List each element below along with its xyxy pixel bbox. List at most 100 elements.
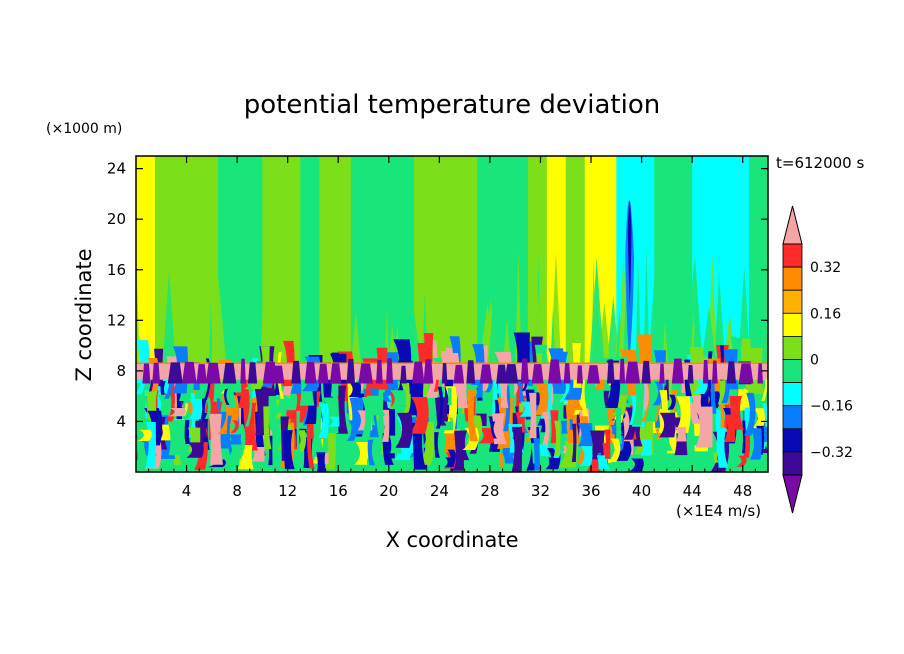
lower-plume [529,392,537,439]
lower-plume [307,424,315,469]
lower-plume [443,386,458,434]
colorbar-label: 0 [810,353,819,369]
colorbar-segment [782,335,803,360]
y-tick-label: 20 [107,210,126,228]
overshoot-bump [466,360,476,384]
lower-plume [216,398,221,410]
overshoot-bump [531,364,544,384]
overshoot-bump [329,363,342,384]
x-tick-label: 4 [182,482,192,500]
upper-core [627,200,632,308]
overshoot-bump [496,364,508,384]
lower-plume [629,458,644,472]
x-tick-label: 12 [278,482,297,500]
lower-plume [719,400,725,436]
upper-streak [162,270,176,364]
colorbar-segment [782,312,803,337]
lower-plume [366,395,386,416]
colorbar-segment [782,243,803,268]
lower-plume [611,441,632,461]
x-unit-label: (×1E4 m/s) [676,502,761,520]
lower-plume [632,376,644,426]
lower-plume [445,449,456,468]
lower-plume [478,428,495,444]
lower-plume [226,415,235,457]
overshoot-bump [317,363,329,384]
upper-streak [211,279,227,364]
overshoot-bump [376,359,383,384]
upper-streak [488,276,501,364]
lower-plume [716,427,729,468]
lower-plume [741,420,746,454]
lower-plume [579,446,593,467]
overshoot-bump [504,364,519,384]
lower-plume [652,381,664,406]
lower-plume [434,432,440,458]
lower-plume [577,423,593,447]
lower-plume [389,435,403,454]
x-tick-label: 16 [329,482,348,500]
upper-band [350,156,415,364]
overshoot-bump [641,360,651,384]
lower-plume [675,427,687,442]
overshoot-bump [659,363,665,384]
lower-plume [491,421,497,439]
colorbar-triangle-top [782,205,803,245]
lower-plume [137,429,153,442]
lower-plume [167,421,183,456]
lower-plume [674,396,691,434]
upper-streak [260,281,268,364]
lower-plume [388,390,406,409]
overshoot-bump [346,359,356,384]
lower-plume [418,421,436,465]
lower-plume [348,382,362,397]
lower-plume [230,420,239,433]
x-tick-label: 20 [379,482,398,500]
lower-plume [494,399,500,414]
lower-plume [604,429,611,459]
lower-plume [360,397,372,441]
overshoot-bump [702,360,709,384]
lower-plume [695,406,713,448]
lower-plume [443,421,454,431]
x-axis-label: X coordinate [385,528,518,552]
lower-plume [283,430,295,470]
overshoot-bump [358,363,373,384]
colorbar-segment [782,428,803,453]
lower-plume [589,430,607,460]
overshoot-bump [412,361,425,384]
upper-band [546,156,567,364]
upper-band [749,156,768,364]
lower-plume [750,428,762,460]
lower-plume [499,453,504,467]
upper-streak [350,311,361,364]
y-tick-label: 4 [116,412,126,430]
overshoot-bump [247,362,258,384]
overshoot-bump [182,361,197,384]
overshoot-bump [441,363,448,384]
lower-plume [738,430,743,447]
lower-plume [763,426,768,442]
lower-plume [644,374,658,421]
lower-plume [615,407,623,444]
overshoot-bump [619,358,626,384]
lower-plume [511,426,523,472]
colorbar-label: 0.32 [810,260,841,276]
upper-streak [643,247,650,364]
lower-plume [534,383,549,415]
overshoot-bump [563,363,571,384]
lower-plume [159,424,172,441]
overshoot-bump [687,364,694,384]
lower-plume [744,392,756,436]
overshoot-bump [587,365,600,384]
upper-band [154,156,219,364]
lower-plume [736,455,747,467]
colorbar-segment [782,359,803,384]
x-tick-label: 44 [683,482,702,500]
overshoot-bump [400,365,407,384]
y-tick-label: 8 [116,362,126,380]
colorbar-label: −0.32 [810,445,853,461]
lower-plume [250,447,265,462]
overshoot-bump [606,359,615,384]
lower-plume [548,457,555,469]
